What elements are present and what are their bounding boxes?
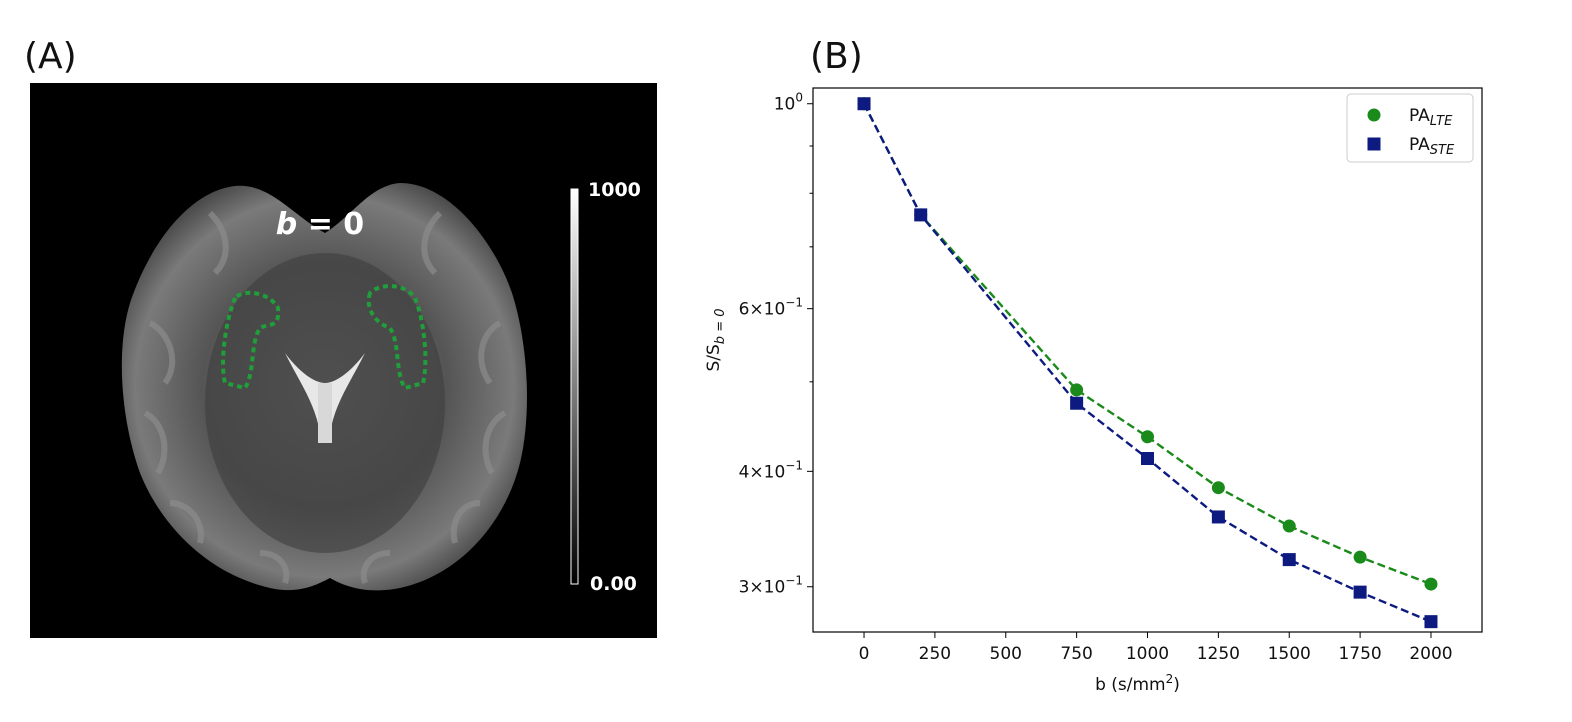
y-tick-label: 6×10−1 [739, 296, 803, 320]
data-point-ste [1282, 553, 1296, 567]
y-tick-label: 4×10−1 [739, 458, 803, 482]
panel-label-a: (A) [24, 36, 77, 77]
decay-chart: 0 250 500 750 1000 1250 1500 1750 2000 100 6×10−1 4… [704, 87, 1483, 695]
plot-frame [812, 87, 1483, 633]
panel-label-b: (B) [810, 36, 863, 77]
data-point-ste [1353, 585, 1367, 599]
series-line-lte [862, 103, 1432, 586]
data-point-ste [1070, 396, 1084, 410]
roi-left [221, 290, 281, 391]
legend-marker-ste [1367, 137, 1381, 151]
x-axis-label: b (s/mm2) [1095, 672, 1180, 695]
image-title: b = 0 [275, 207, 365, 242]
data-point-lte [1070, 383, 1084, 397]
x-tick-label: 1250 [1197, 644, 1240, 664]
x-tick-label: 1500 [1268, 644, 1311, 664]
data-point-ste [914, 208, 928, 222]
x-tick-label: 1000 [1126, 644, 1169, 664]
x-tick-label: 500 [990, 644, 1022, 664]
legend: PALTE PASTE [1346, 93, 1474, 163]
brain-image-panel: b = 0 1000 0.00 [30, 83, 657, 638]
x-tick-label: 1750 [1338, 644, 1381, 664]
legend-marker-lte [1367, 108, 1381, 122]
x-tick-label: 0 [859, 644, 870, 664]
colorbar [570, 188, 579, 585]
y-tick-label: 100 [774, 91, 803, 115]
legend-label-ste: PASTE [1409, 135, 1455, 158]
x-tick-label: 2000 [1409, 644, 1452, 664]
data-point-lte [1282, 519, 1296, 533]
legend-label-lte: PALTE [1409, 106, 1453, 129]
brain-image [121, 183, 579, 591]
series-ste [857, 97, 1438, 629]
data-point-ste [1141, 452, 1154, 466]
data-point-lte [1211, 481, 1225, 495]
data-point-lte [1353, 550, 1367, 564]
colorbar-max-label: 1000 [588, 179, 641, 201]
colorbar-min-label: 0.00 [590, 573, 637, 595]
data-point-ste [857, 97, 871, 111]
x-tick-label: 250 [919, 644, 951, 664]
y-axis-label: S/Sb = 0 [704, 309, 728, 372]
y-tick-label: 3×10−1 [739, 574, 803, 598]
series-lte [857, 97, 1438, 591]
data-point-ste [1424, 615, 1438, 629]
data-point-ste [1211, 510, 1225, 524]
data-point-lte [1141, 430, 1154, 444]
series-line-ste [862, 103, 1432, 623]
data-point-lte [1424, 577, 1438, 591]
x-tick-label: 750 [1060, 644, 1092, 664]
